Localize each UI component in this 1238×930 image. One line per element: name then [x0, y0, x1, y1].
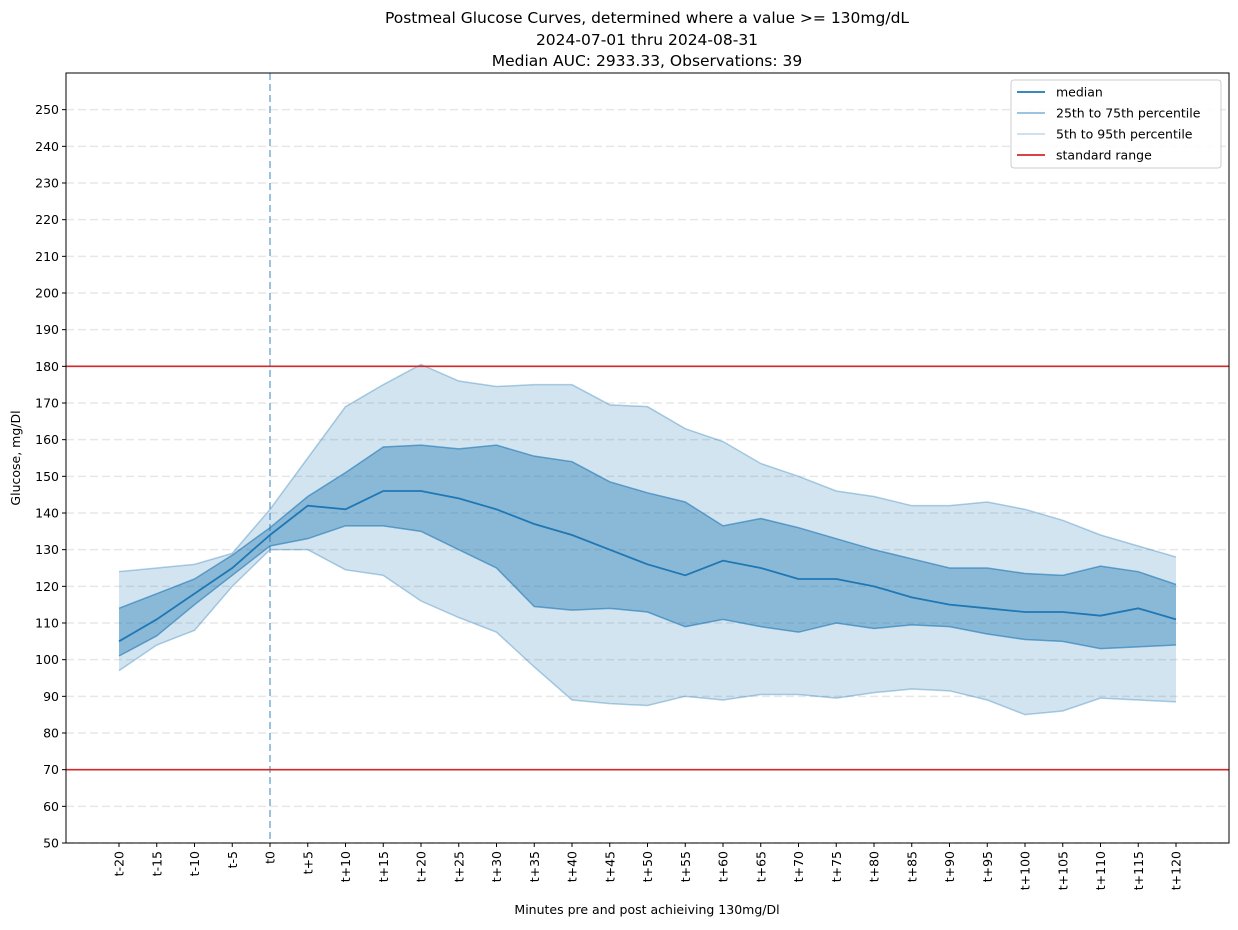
x-tick-label-t+110: t+110 — [1093, 851, 1108, 890]
band-95-line — [118, 363, 1177, 573]
x-tick-label-t+55: t+55 — [678, 851, 693, 882]
x-tick-label-t-20: t-20 — [112, 851, 127, 876]
y-tick-label-130: 130 — [35, 542, 59, 557]
x-tick-label-t+30: t+30 — [489, 851, 504, 882]
x-tick-label-t+15: t+15 — [376, 851, 391, 882]
band-5-line — [118, 548, 1177, 716]
x-tick-label-t+75: t+75 — [829, 851, 844, 882]
median-line — [118, 490, 1177, 643]
x-tick-label-t+70: t+70 — [791, 851, 806, 882]
x-tick-label-t+40: t+40 — [565, 851, 580, 882]
legend-box — [1010, 79, 1222, 169]
chart-subtitle: 2024-07-01 thru 2024-08-31 — [536, 31, 758, 49]
chart-title: Postmeal Glucose Curves, determined wher… — [385, 9, 909, 27]
y-axis-label: Glucose, mg/Dl — [8, 410, 23, 505]
y-tick-label-70: 70 — [43, 762, 59, 777]
y-tick-label-90: 90 — [43, 689, 59, 704]
x-tick-label-t+45: t+45 — [602, 851, 617, 882]
legend-label-median: median — [1056, 85, 1103, 100]
grid-layer — [66, 108, 1229, 844]
x-tick-label-t+100: t+100 — [1018, 851, 1033, 890]
x-tick-label-t+85: t+85 — [904, 851, 919, 882]
y-tick-label-50: 50 — [43, 836, 59, 851]
x-tick-label-t+60: t+60 — [716, 851, 731, 882]
y-tick-label-110: 110 — [35, 616, 59, 631]
band-25-75-fill — [119, 445, 1176, 656]
y-tick-label-220: 220 — [35, 212, 59, 227]
x-tick-label-t+25: t+25 — [451, 851, 466, 882]
legend-label-standard-range: standard range — [1056, 148, 1152, 163]
x-tick-label-t+90: t+90 — [942, 851, 957, 882]
x-tick-label-t+50: t+50 — [640, 851, 655, 882]
x-tick-label-t0: t0 — [263, 851, 278, 864]
band-75-line — [118, 444, 1177, 610]
x-tick-label-t-15: t-15 — [149, 851, 164, 876]
y-tick-label-170: 170 — [35, 396, 59, 411]
y-tick-label-190: 190 — [35, 322, 59, 337]
x-tick-label-t+35: t+35 — [527, 851, 542, 882]
x-tick-label-t+20: t+20 — [414, 851, 429, 882]
x-axis-label: Minutes pre and post achieiving 130mg/Dl — [514, 902, 779, 917]
x-tick-label-t+80: t+80 — [867, 851, 882, 882]
y-tick-label-230: 230 — [35, 176, 59, 191]
y-tick-label-160: 160 — [35, 432, 59, 447]
y-axis: 50 60 70 80 90 100 110 120 130 140 150 160 170 180 190… — [35, 102, 66, 851]
median-series — [118, 490, 1177, 643]
band-25-line — [118, 525, 1177, 657]
y-tick-label-180: 180 — [35, 359, 59, 374]
x-tick-label-t+65: t+65 — [753, 851, 768, 882]
x-tick-label-t+10: t+10 — [338, 851, 353, 882]
y-tick-label-210: 210 — [35, 249, 59, 264]
x-tick-label-t+95: t+95 — [980, 851, 995, 882]
band-5-95-fill — [119, 364, 1176, 715]
y-tick-label-240: 240 — [35, 139, 59, 154]
y-tick-label-120: 120 — [35, 579, 59, 594]
y-tick-label-80: 80 — [43, 726, 59, 741]
x-tick-label-t-10: t-10 — [187, 851, 202, 876]
x-tick-label-t+5: t+5 — [300, 851, 315, 874]
legend-label-iqr: 25th to 75th percentile — [1056, 106, 1201, 121]
chart-subtitle-2: Median AUC: 2933.33, Observations: 39 — [492, 52, 803, 70]
y-tick-label-60: 60 — [43, 799, 59, 814]
legend: median 25th to 75th percentile 5th to 95… — [1010, 79, 1222, 169]
percentile-bands — [118, 363, 1177, 716]
y-tick-label-250: 250 — [35, 102, 59, 117]
y-tick-label-140: 140 — [35, 506, 59, 521]
y-tick-label-150: 150 — [35, 469, 59, 484]
x-tick-label-t+105: t+105 — [1055, 851, 1070, 890]
legend-label-p5-95: 5th to 95th percentile — [1056, 127, 1193, 142]
y-tick-label-200: 200 — [35, 286, 59, 301]
x-tick-label-t+115: t+115 — [1131, 851, 1146, 890]
x-tick-label-t+120: t+120 — [1169, 851, 1184, 890]
reference-lines — [66, 73, 1229, 843]
x-axis: t-20 t-15 t-10 t-5 t0 t+5 t+10 t+15 t+20 t+25 t+30… — [112, 843, 1184, 890]
y-tick-label-100: 100 — [35, 652, 59, 667]
x-tick-label-t-5: t-5 — [225, 851, 240, 868]
